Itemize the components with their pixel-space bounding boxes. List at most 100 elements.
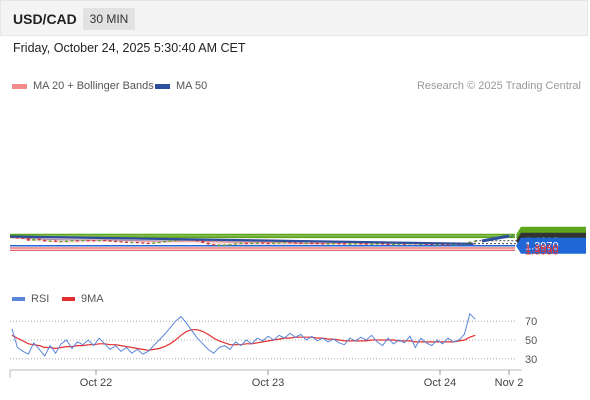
candle-body	[141, 242, 145, 244]
rsi-tick-label: 50	[525, 335, 537, 347]
candle-body	[244, 242, 248, 245]
candle-body	[217, 244, 221, 246]
support-tag-1-label: 1.3970	[525, 241, 559, 253]
x-tick-label: Oct 23	[252, 377, 284, 389]
legend-ma50: MA 50	[155, 80, 207, 92]
candle-body	[212, 244, 216, 246]
candle-body	[130, 242, 134, 244]
candle-body	[321, 243, 325, 245]
candle-body	[293, 242, 297, 244]
rsi-panel: 70 50 30	[10, 312, 537, 366]
rsi-swatch	[12, 297, 25, 302]
candle-body	[446, 244, 450, 246]
projection-arrowhead	[503, 234, 515, 239]
candle-body	[222, 244, 227, 246]
legend-ma50-label: MA 50	[176, 80, 208, 92]
candle-body	[92, 240, 96, 242]
candle-body	[342, 243, 347, 245]
candle-body	[163, 241, 167, 243]
candle-body	[168, 240, 172, 242]
candle-body	[146, 242, 150, 245]
x-tick-label: Oct 24	[424, 377, 456, 389]
candle-body	[26, 238, 30, 241]
legend-rsi-label: RSI	[31, 293, 50, 305]
candle-body	[337, 243, 341, 245]
candle-body	[103, 239, 107, 242]
candle-body	[402, 243, 406, 245]
candle-body	[113, 240, 118, 243]
trend-line	[9, 235, 474, 245]
legend-rsi: RSI	[12, 293, 49, 305]
candle-body	[397, 243, 401, 245]
candle-body	[370, 243, 374, 245]
candle-body	[381, 243, 385, 245]
candle-body	[288, 242, 292, 244]
candle-body	[310, 242, 314, 245]
candle-body	[15, 237, 20, 239]
candle-body	[299, 242, 303, 244]
symbol-label: USD/CAD	[13, 11, 77, 27]
ma-bb-swatch	[12, 83, 27, 89]
candle-body	[206, 242, 210, 245]
candle-body	[157, 242, 161, 244]
candle-body	[75, 240, 79, 242]
candle-body	[233, 243, 238, 245]
candle-body	[70, 240, 74, 242]
candle-body	[86, 239, 90, 242]
candle-body	[391, 243, 396, 246]
candle-body	[239, 242, 243, 245]
candle-body	[419, 243, 423, 245]
top-bar: USD/CAD 30 MIN	[0, 0, 588, 36]
rsi-line	[11, 312, 476, 357]
support-tag-3-label: 1.3930	[525, 245, 559, 257]
candle-body	[315, 243, 319, 245]
x-tick-label: Oct 22	[80, 377, 112, 389]
candle-body	[331, 243, 336, 245]
legend-9ma-label: 9MA	[81, 293, 104, 305]
candle-body	[424, 243, 428, 245]
candle-body	[135, 242, 139, 244]
candle-body	[21, 237, 25, 239]
legend-ma-bb: MA 20 + Bollinger Bands	[12, 80, 154, 92]
candle-body	[119, 241, 123, 243]
datetime-label: Friday, October 24, 2025 5:30:40 AM CET	[13, 41, 246, 55]
candle-body	[173, 239, 178, 242]
candle-body	[64, 240, 69, 243]
candle-body	[228, 244, 232, 246]
timeframe-button[interactable]: 30 MIN	[83, 8, 135, 30]
candle-body	[353, 243, 357, 245]
candle-body	[48, 240, 52, 242]
candle-body	[97, 239, 101, 242]
candle-body	[359, 243, 363, 245]
candle-body	[272, 242, 276, 245]
candle-body	[37, 239, 41, 241]
candle-body	[250, 242, 254, 245]
candle-body	[435, 244, 439, 246]
candle-body	[124, 241, 129, 243]
candle-body	[201, 241, 205, 243]
candle-body	[59, 241, 63, 243]
candle-body	[266, 242, 270, 245]
ma9-swatch	[62, 297, 75, 302]
ma50-swatch	[155, 83, 170, 89]
x-tick-label: Nov 2	[495, 377, 524, 389]
support-tag-1-box	[516, 237, 586, 254]
key-levels	[10, 233, 515, 251]
candle-body	[108, 240, 112, 242]
candle-body	[473, 240, 477, 242]
candle-body	[282, 242, 287, 244]
candle-body	[440, 244, 445, 246]
rsi-tick-label: 70	[525, 316, 537, 328]
candle-body	[364, 243, 368, 245]
candle-body	[451, 244, 456, 246]
candle-body	[430, 243, 434, 246]
candle-body	[54, 240, 58, 242]
candle-body	[255, 242, 259, 244]
candle-body	[348, 243, 352, 245]
candle-body	[152, 242, 156, 244]
rsi-ma9-line	[11, 329, 476, 351]
projection-arrow	[481, 234, 510, 243]
candle-body	[81, 239, 85, 242]
